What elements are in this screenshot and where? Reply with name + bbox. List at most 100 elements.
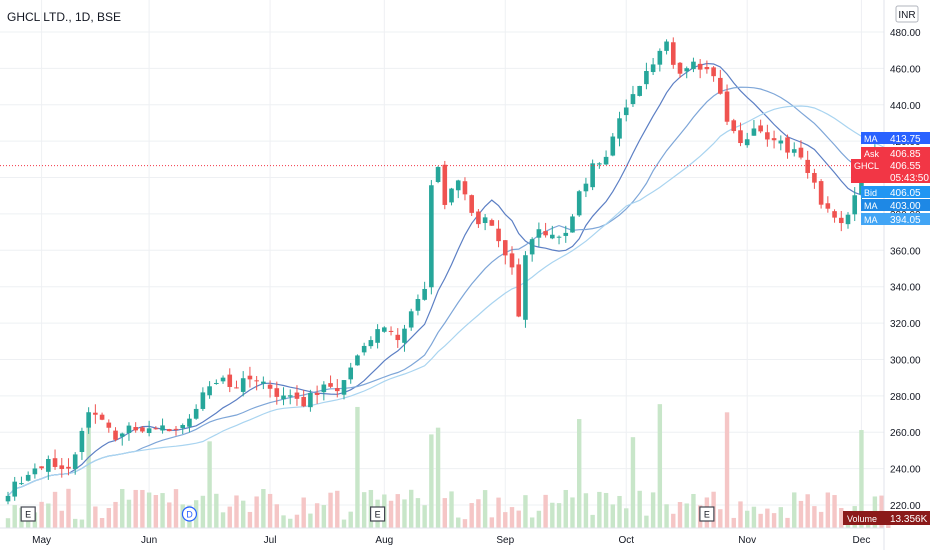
candle[interactable] — [482, 213, 488, 231]
candle[interactable] — [523, 251, 528, 328]
candle[interactable] — [462, 177, 468, 201]
candle[interactable] — [812, 168, 817, 189]
candle[interactable] — [341, 379, 347, 400]
candle[interactable] — [838, 211, 844, 232]
candle[interactable] — [180, 423, 186, 434]
candle[interactable] — [543, 222, 548, 238]
candle[interactable] — [32, 463, 38, 479]
candle[interactable] — [146, 420, 152, 437]
candle[interactable] — [738, 122, 743, 147]
candle[interactable] — [610, 133, 616, 157]
candle[interactable] — [429, 180, 434, 295]
candle[interactable] — [623, 99, 629, 122]
candle[interactable] — [670, 37, 676, 69]
candle[interactable] — [805, 150, 810, 179]
candle[interactable] — [59, 458, 65, 478]
candle[interactable] — [402, 324, 407, 352]
candle[interactable] — [597, 162, 602, 169]
candle[interactable] — [637, 85, 642, 97]
candle[interactable] — [140, 426, 145, 433]
candle[interactable] — [502, 240, 508, 265]
candle[interactable] — [677, 62, 683, 79]
candle[interactable] — [93, 404, 98, 424]
candle[interactable] — [724, 84, 730, 126]
candle[interactable] — [617, 111, 622, 147]
candle[interactable] — [166, 428, 172, 432]
candle[interactable] — [99, 412, 105, 421]
candle[interactable] — [334, 379, 340, 398]
candle[interactable] — [469, 194, 474, 216]
candle[interactable] — [529, 237, 535, 262]
candle[interactable] — [832, 209, 837, 223]
candle[interactable] — [556, 235, 562, 245]
candle[interactable] — [718, 69, 723, 95]
price-axis[interactable]: 480.00460.00440.00420.00400.00380.00360.… — [883, 0, 921, 550]
candle[interactable] — [765, 124, 770, 147]
candle[interactable] — [361, 342, 367, 356]
candle[interactable] — [153, 426, 159, 430]
candle[interactable] — [845, 212, 851, 229]
candle[interactable] — [536, 222, 542, 247]
candle[interactable] — [818, 179, 824, 209]
candle[interactable] — [375, 324, 380, 349]
candle[interactable] — [119, 432, 125, 446]
candle[interactable] — [731, 118, 737, 134]
candle[interactable] — [133, 422, 138, 433]
candle[interactable] — [778, 135, 784, 151]
candle[interactable] — [650, 57, 656, 75]
candle[interactable] — [355, 354, 360, 366]
candle[interactable] — [5, 491, 11, 505]
candle[interactable] — [422, 281, 427, 301]
candle[interactable] — [46, 455, 51, 480]
candle[interactable] — [852, 187, 858, 222]
candle[interactable] — [382, 326, 387, 333]
currency-button[interactable]: INR — [895, 5, 919, 23]
candle[interactable] — [267, 380, 273, 398]
candle[interactable] — [664, 39, 669, 55]
candle[interactable] — [79, 427, 85, 460]
candle[interactable] — [455, 179, 461, 199]
candle[interactable] — [173, 426, 179, 436]
candle[interactable] — [590, 159, 595, 191]
candle[interactable] — [328, 375, 333, 389]
candle[interactable] — [798, 140, 804, 160]
candles[interactable] — [5, 37, 891, 505]
candle[interactable] — [644, 62, 649, 90]
candle[interactable] — [301, 389, 306, 408]
candle[interactable] — [684, 66, 690, 79]
candle[interactable] — [214, 379, 219, 385]
candle[interactable] — [785, 134, 790, 159]
candle[interactable] — [274, 381, 280, 405]
candle[interactable] — [321, 381, 327, 401]
candle[interactable] — [630, 85, 636, 107]
candle[interactable] — [247, 366, 253, 388]
candle[interactable] — [550, 225, 555, 240]
candle[interactable] — [160, 418, 165, 434]
earnings-marker[interactable]: E — [370, 506, 386, 522]
candle[interactable] — [106, 419, 112, 433]
candle[interactable] — [86, 407, 91, 434]
candle[interactable] — [193, 404, 199, 420]
candle[interactable] — [657, 48, 663, 72]
candle[interactable] — [489, 218, 495, 226]
candle[interactable] — [576, 189, 582, 217]
earnings-marker[interactable]: E — [699, 506, 715, 522]
candle[interactable] — [113, 427, 118, 442]
candle[interactable] — [395, 328, 401, 348]
candle[interactable] — [314, 385, 320, 404]
candle[interactable] — [240, 371, 246, 397]
candle[interactable] — [570, 214, 575, 233]
candle[interactable] — [308, 389, 313, 412]
candle[interactable] — [294, 385, 300, 406]
candle[interactable] — [19, 476, 24, 485]
dividend-marker[interactable]: D — [181, 506, 198, 522]
candle[interactable] — [691, 57, 696, 73]
candle[interactable] — [476, 209, 481, 228]
candle[interactable] — [704, 60, 710, 74]
candle[interactable] — [388, 326, 394, 336]
candle[interactable] — [348, 362, 354, 384]
candle[interactable] — [200, 387, 206, 411]
candle[interactable] — [825, 196, 831, 213]
